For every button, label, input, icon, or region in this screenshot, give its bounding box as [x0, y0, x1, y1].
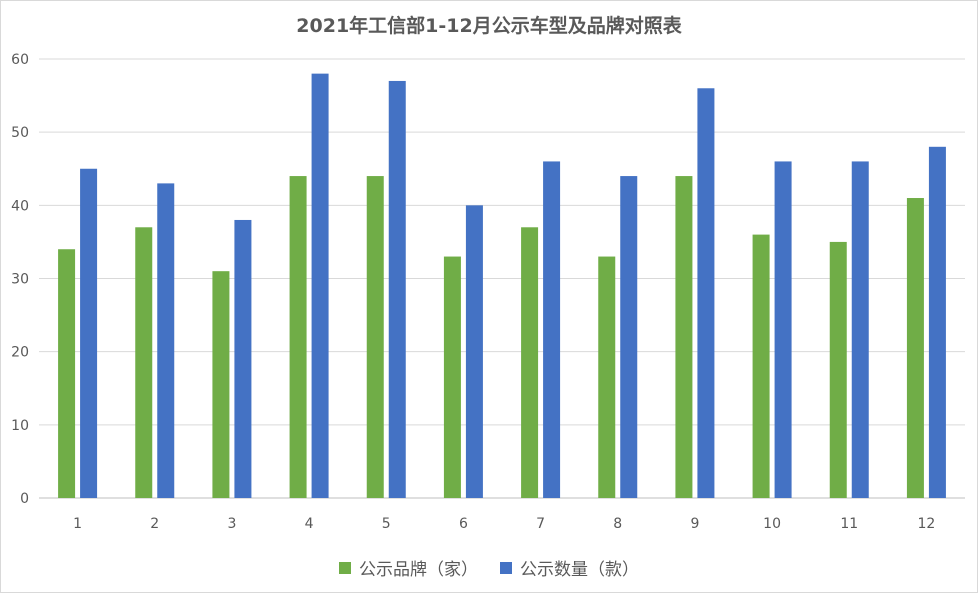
- bar-models-4: [311, 73, 329, 498]
- bar-models-11: [851, 161, 869, 498]
- x-tick-label: 2: [150, 516, 159, 532]
- y-tick-label: 50: [11, 125, 29, 141]
- x-tick-label: 4: [305, 516, 314, 532]
- bar-models-7: [543, 161, 561, 498]
- bar-brands-6: [443, 256, 461, 498]
- bar-brands-10: [752, 234, 770, 498]
- bar-brands-1: [58, 249, 76, 498]
- x-tick-label: 6: [459, 516, 468, 532]
- bar-models-9: [697, 88, 715, 499]
- bar-brands-7: [521, 227, 539, 499]
- bar-brands-3: [212, 271, 230, 498]
- bar-brands-8: [598, 256, 616, 498]
- bar-models-10: [774, 161, 792, 498]
- legend-swatch-models: [500, 561, 512, 574]
- legend: 公示品牌（家） 公示数量（款）: [1, 555, 977, 580]
- x-tick-label: 10: [763, 516, 781, 532]
- x-tick-label: 12: [918, 516, 936, 532]
- bar-models-5: [388, 80, 406, 498]
- legend-label-models: 公示数量（款）: [520, 560, 639, 580]
- bars: [58, 73, 946, 499]
- bar-brands-2: [135, 227, 153, 499]
- bar-models-2: [157, 183, 175, 498]
- x-axis-ticks: 1 2 3 4 5 6 7 8 9 10 11 12: [73, 516, 935, 532]
- y-tick-label: 20: [11, 345, 29, 361]
- x-tick-label: 7: [536, 516, 545, 532]
- bar-brands-11: [829, 241, 847, 498]
- x-tick-label: 9: [690, 516, 699, 532]
- bar-brands-12: [906, 198, 924, 498]
- x-tick-label: 11: [840, 516, 858, 532]
- x-tick-label: 5: [382, 516, 391, 532]
- legend-swatch-brands: [339, 561, 351, 574]
- bar-models-8: [620, 176, 638, 499]
- gridlines: [39, 58, 965, 499]
- chart-title: 2021年工信部1-12月公示车型及品牌对照表: [296, 15, 682, 37]
- bar-brands-5: [366, 176, 384, 499]
- y-tick-label: 60: [11, 52, 29, 68]
- bar-brands-9: [675, 176, 693, 499]
- y-tick-label: 30: [11, 272, 29, 288]
- legend-item-brands: 公示品牌（家）: [339, 555, 478, 580]
- bar-models-12: [928, 146, 946, 499]
- bar-models-6: [465, 205, 483, 499]
- y-tick-label: 40: [11, 198, 29, 214]
- bar-models-3: [234, 219, 252, 498]
- x-tick-label: 1: [73, 516, 82, 532]
- x-tick-label: 8: [613, 516, 622, 532]
- x-tick-label: 3: [227, 516, 236, 532]
- bar-models-1: [80, 168, 98, 498]
- y-tick-label: 10: [11, 418, 29, 434]
- bar-brands-4: [289, 176, 307, 499]
- legend-label-brands: 公示品牌（家）: [359, 560, 478, 580]
- y-tick-label: 0: [20, 491, 29, 507]
- legend-item-models: 公示数量（款）: [500, 555, 639, 580]
- y-axis-ticks: 0 10 20 30 40 50 60: [11, 52, 29, 507]
